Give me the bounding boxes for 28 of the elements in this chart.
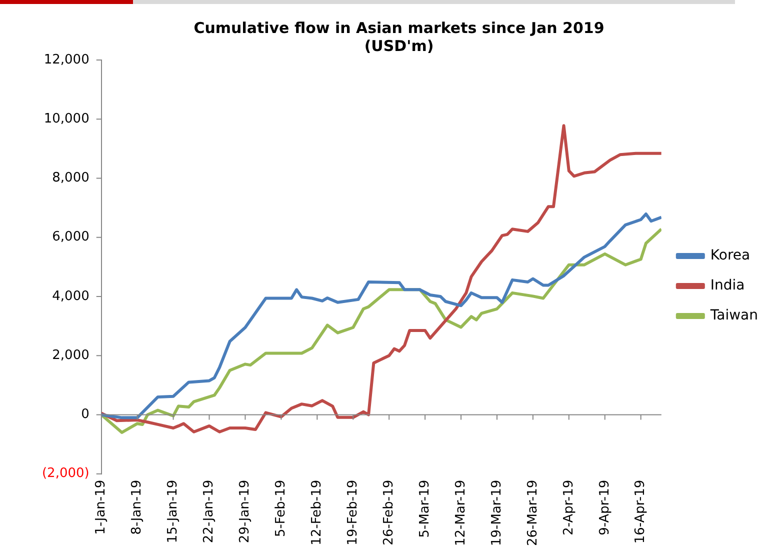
x-tick-label: 5-Mar-19 — [417, 480, 432, 538]
x-tick-label: 19-Feb-19 — [345, 480, 360, 546]
legend-label: Taiwan — [709, 308, 758, 324]
x-tick-label: 12-Feb-19 — [310, 480, 325, 546]
y-tick-label: 12,000 — [44, 52, 90, 68]
x-tick-label: 26-Mar-19 — [525, 480, 540, 546]
x-tick-label: 16-Apr-19 — [633, 480, 648, 544]
x-tick-label: 19-Mar-19 — [489, 480, 504, 546]
x-tick-label: 15-Jan-19 — [166, 480, 181, 544]
x-tick-label: 1-Jan-19 — [94, 480, 109, 535]
y-tick-label: 2,000 — [52, 348, 90, 363]
y-tick-label: (2,000) — [42, 466, 90, 482]
y-tick-label: 0 — [81, 407, 90, 422]
y-tick-label: 4,000 — [52, 288, 90, 304]
x-tick-label: 22-Jan-19 — [202, 480, 217, 544]
y-tick-label: 6,000 — [52, 230, 90, 245]
x-tick-label: 8-Jan-19 — [130, 480, 145, 535]
legend-label: India — [710, 278, 745, 294]
x-tick-label: 26-Feb-19 — [381, 480, 396, 546]
y-tick-label: 8,000 — [52, 170, 90, 186]
x-tick-label: 9-Apr-19 — [597, 480, 612, 536]
chart-title: Cumulative flow in Asian markets since Jan 2019 (USD'm) — [194, 18, 604, 55]
y-tick-label: 10,000 — [44, 111, 90, 126]
x-tick-label: 29-Jan-19 — [238, 480, 253, 544]
legend-label: Korea — [710, 248, 750, 264]
x-tick-label: 5-Feb-19 — [274, 480, 289, 538]
x-tick-label: 12-Mar-19 — [453, 480, 468, 546]
x-tick-label: 2-Apr-19 — [561, 480, 576, 536]
